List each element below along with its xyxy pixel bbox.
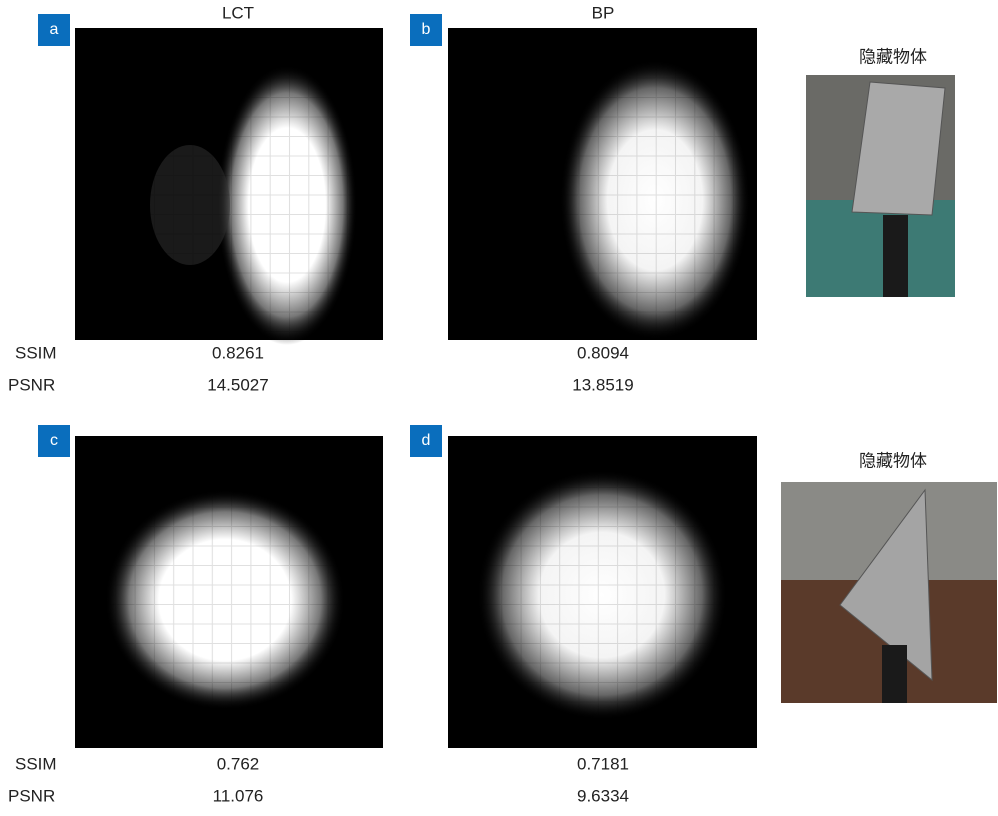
- psnr-value: 14.5027: [207, 375, 268, 394]
- column-title: LCT: [222, 3, 254, 22]
- column-title: BP: [592, 3, 615, 22]
- ssim-value: 0.762: [217, 754, 260, 773]
- panel-label: a: [50, 21, 59, 38]
- panel-label-box: [38, 425, 70, 457]
- panel-label-box: [38, 14, 70, 46]
- psnr-value: 11.076: [213, 786, 264, 805]
- pixel-grid: [75, 436, 383, 748]
- photo-floor: [806, 200, 955, 297]
- ssim-value: 0.8261: [212, 343, 264, 362]
- row-label: SSIM: [15, 343, 57, 362]
- pixel-grid: [448, 28, 757, 340]
- panel-label: d: [422, 432, 431, 449]
- photo-stand: [883, 215, 908, 297]
- panel-label: c: [50, 432, 58, 449]
- panel-label-box: [410, 425, 442, 457]
- object-caption: 隐藏物体: [859, 47, 927, 66]
- photo-stand: [882, 645, 907, 703]
- pixel-grid: [75, 28, 383, 340]
- object-caption: 隐藏物体: [859, 451, 927, 470]
- panel-label-box: [410, 14, 442, 46]
- panel-label: b: [422, 21, 431, 38]
- psnr-value: 9.6334: [577, 786, 629, 805]
- photo-object: [839, 488, 933, 682]
- ssim-value: 0.8094: [577, 343, 629, 362]
- row-label: SSIM: [15, 754, 57, 773]
- pixel-grid: [448, 436, 757, 748]
- ssim-value: 0.7181: [577, 754, 629, 773]
- row-label: PSNR: [8, 375, 55, 394]
- psnr-value: 13.8519: [572, 375, 633, 394]
- row-label: PSNR: [8, 786, 55, 805]
- photo-object: [851, 81, 946, 216]
